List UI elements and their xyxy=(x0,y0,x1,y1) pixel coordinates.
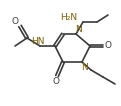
Text: H₂N: H₂N xyxy=(60,13,78,22)
Text: O: O xyxy=(105,42,111,50)
Text: N: N xyxy=(81,63,87,72)
Text: O: O xyxy=(53,77,60,86)
Text: HN: HN xyxy=(31,36,45,45)
Text: N: N xyxy=(75,24,81,33)
Text: O: O xyxy=(11,17,19,26)
